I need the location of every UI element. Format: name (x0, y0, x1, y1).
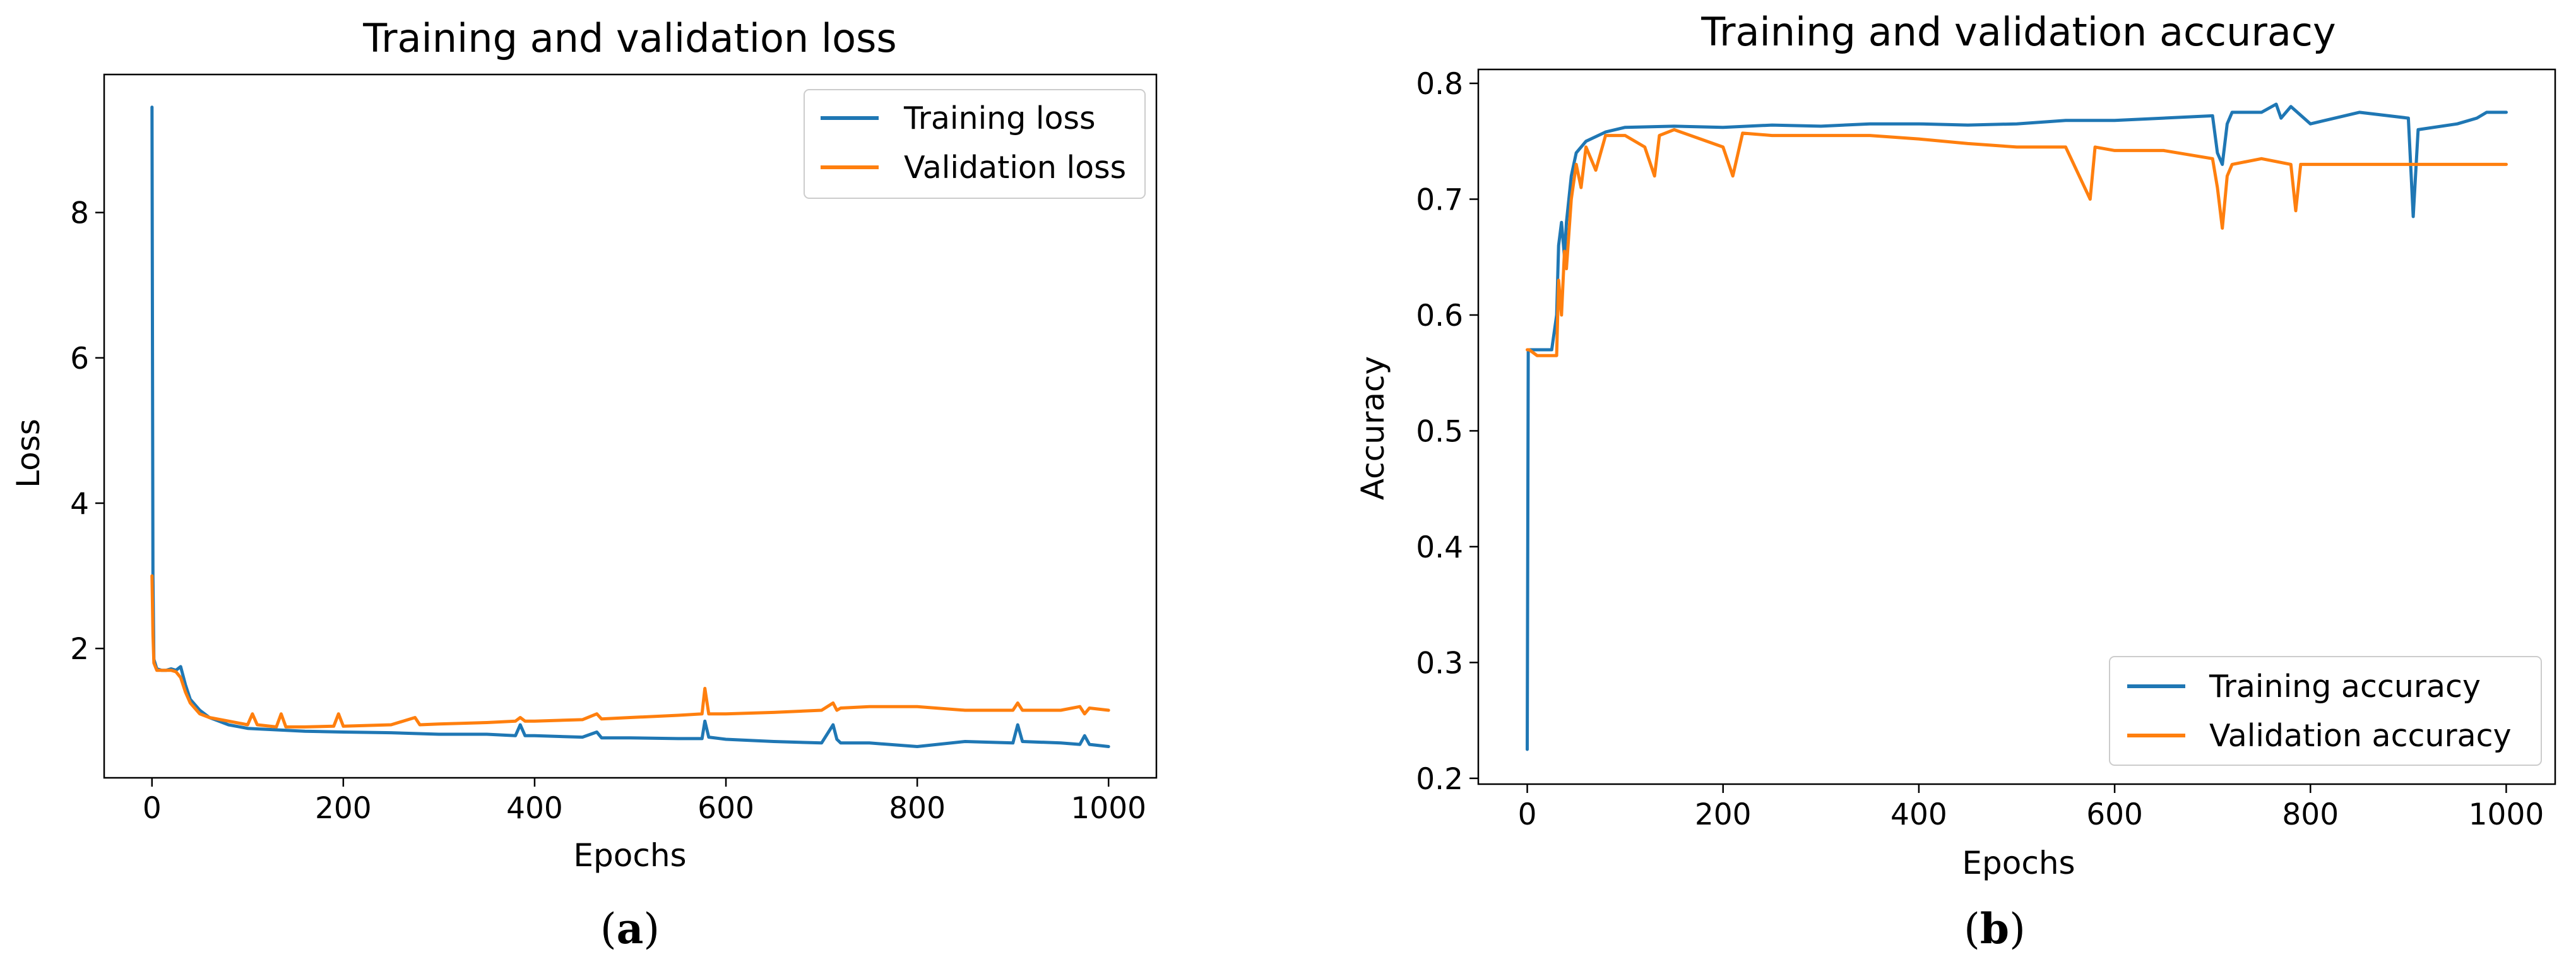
loss-ytick-label: 6 (70, 342, 89, 376)
loss-series-line-validation (150, 574, 1110, 729)
loss-xtick-label: 600 (697, 791, 754, 826)
accuracy-chart-ylabel: Accuracy (1355, 356, 1391, 500)
loss-xtick-label: 1000 (1071, 791, 1146, 826)
accuracy-chart-legend: Training accuracy Validation accuracy (2109, 656, 2542, 766)
loss-series-line-training (150, 105, 1110, 748)
accuracy-chart-axes-frame (1477, 68, 2556, 785)
loss-chart-xlabel: Epochs (573, 837, 686, 874)
loss-chart-series (150, 105, 1110, 748)
loss-xtick-label: 400 (506, 791, 563, 826)
loss-legend-label-validation: Validation loss (904, 150, 1126, 186)
accuracy-chart-ticks: 0 200 400 600 800 1000 0.2 0.3 0.4 0.5 0.6 0.7 0.8 (1416, 67, 2544, 832)
loss-legend-box (804, 89, 1146, 199)
loss-ytick-label: 4 (70, 487, 89, 521)
accuracy-ytick-label: 0.4 (1416, 530, 1463, 565)
accuracy-ytick-label: 0.8 (1416, 67, 1463, 102)
accuracy-ytick-label: 0.5 (1416, 414, 1463, 449)
accuracy-chart-title: Training and validation accuracy (1701, 9, 2336, 55)
loss-chart-legend: Training loss Validation loss (804, 89, 1146, 199)
accuracy-series-line-training (1526, 102, 2508, 751)
loss-xtick-label: 800 (889, 791, 946, 826)
accuracy-chart-xlabel: Epochs (1962, 845, 2075, 881)
accuracy-xtick-label: 600 (2086, 797, 2143, 832)
accuracy-legend-box (2109, 656, 2542, 766)
accuracy-xtick-label: 0 (1518, 797, 1537, 832)
accuracy-chart: Training and validation accuracy Epochs … (1355, 9, 2556, 881)
accuracy-chart-series (1526, 102, 2508, 751)
loss-legend-label-training: Training loss (903, 100, 1096, 136)
loss-chart: Training and validation loss Epochs Loss… (10, 15, 1158, 874)
accuracy-legend-label-training: Training accuracy (2209, 669, 2481, 705)
loss-xtick-label: 0 (143, 791, 162, 826)
loss-xtick-label: 200 (315, 791, 372, 826)
accuracy-xtick-label: 200 (1695, 797, 1752, 832)
loss-chart-ylabel: Loss (10, 419, 47, 488)
loss-ytick-label: 2 (70, 632, 89, 667)
accuracy-xtick-label: 800 (2282, 797, 2339, 832)
loss-chart-axes-frame (103, 73, 1158, 779)
loss-chart-title: Training and validation loss (362, 15, 896, 61)
accuracy-xtick-label: 400 (1890, 797, 1947, 832)
accuracy-ytick-label: 0.2 (1416, 762, 1463, 797)
loss-ytick-label: 8 (70, 196, 89, 231)
accuracy-series-line-validation (1526, 128, 2508, 357)
caption-b: (b) (1964, 904, 2026, 953)
caption-a: (a) (600, 904, 660, 953)
loss-chart-ticks: 0 200 400 600 800 1000 2 4 6 8 (70, 196, 1146, 826)
caption-b-letter: b (1980, 904, 2009, 953)
accuracy-xtick-label: 1000 (2469, 797, 2544, 832)
caption-a-letter: a (617, 904, 644, 953)
accuracy-ytick-label: 0.7 (1416, 182, 1463, 217)
accuracy-ytick-label: 0.6 (1416, 299, 1463, 333)
accuracy-ytick-label: 0.3 (1416, 646, 1463, 681)
accuracy-legend-label-validation: Validation accuracy (2209, 718, 2512, 754)
